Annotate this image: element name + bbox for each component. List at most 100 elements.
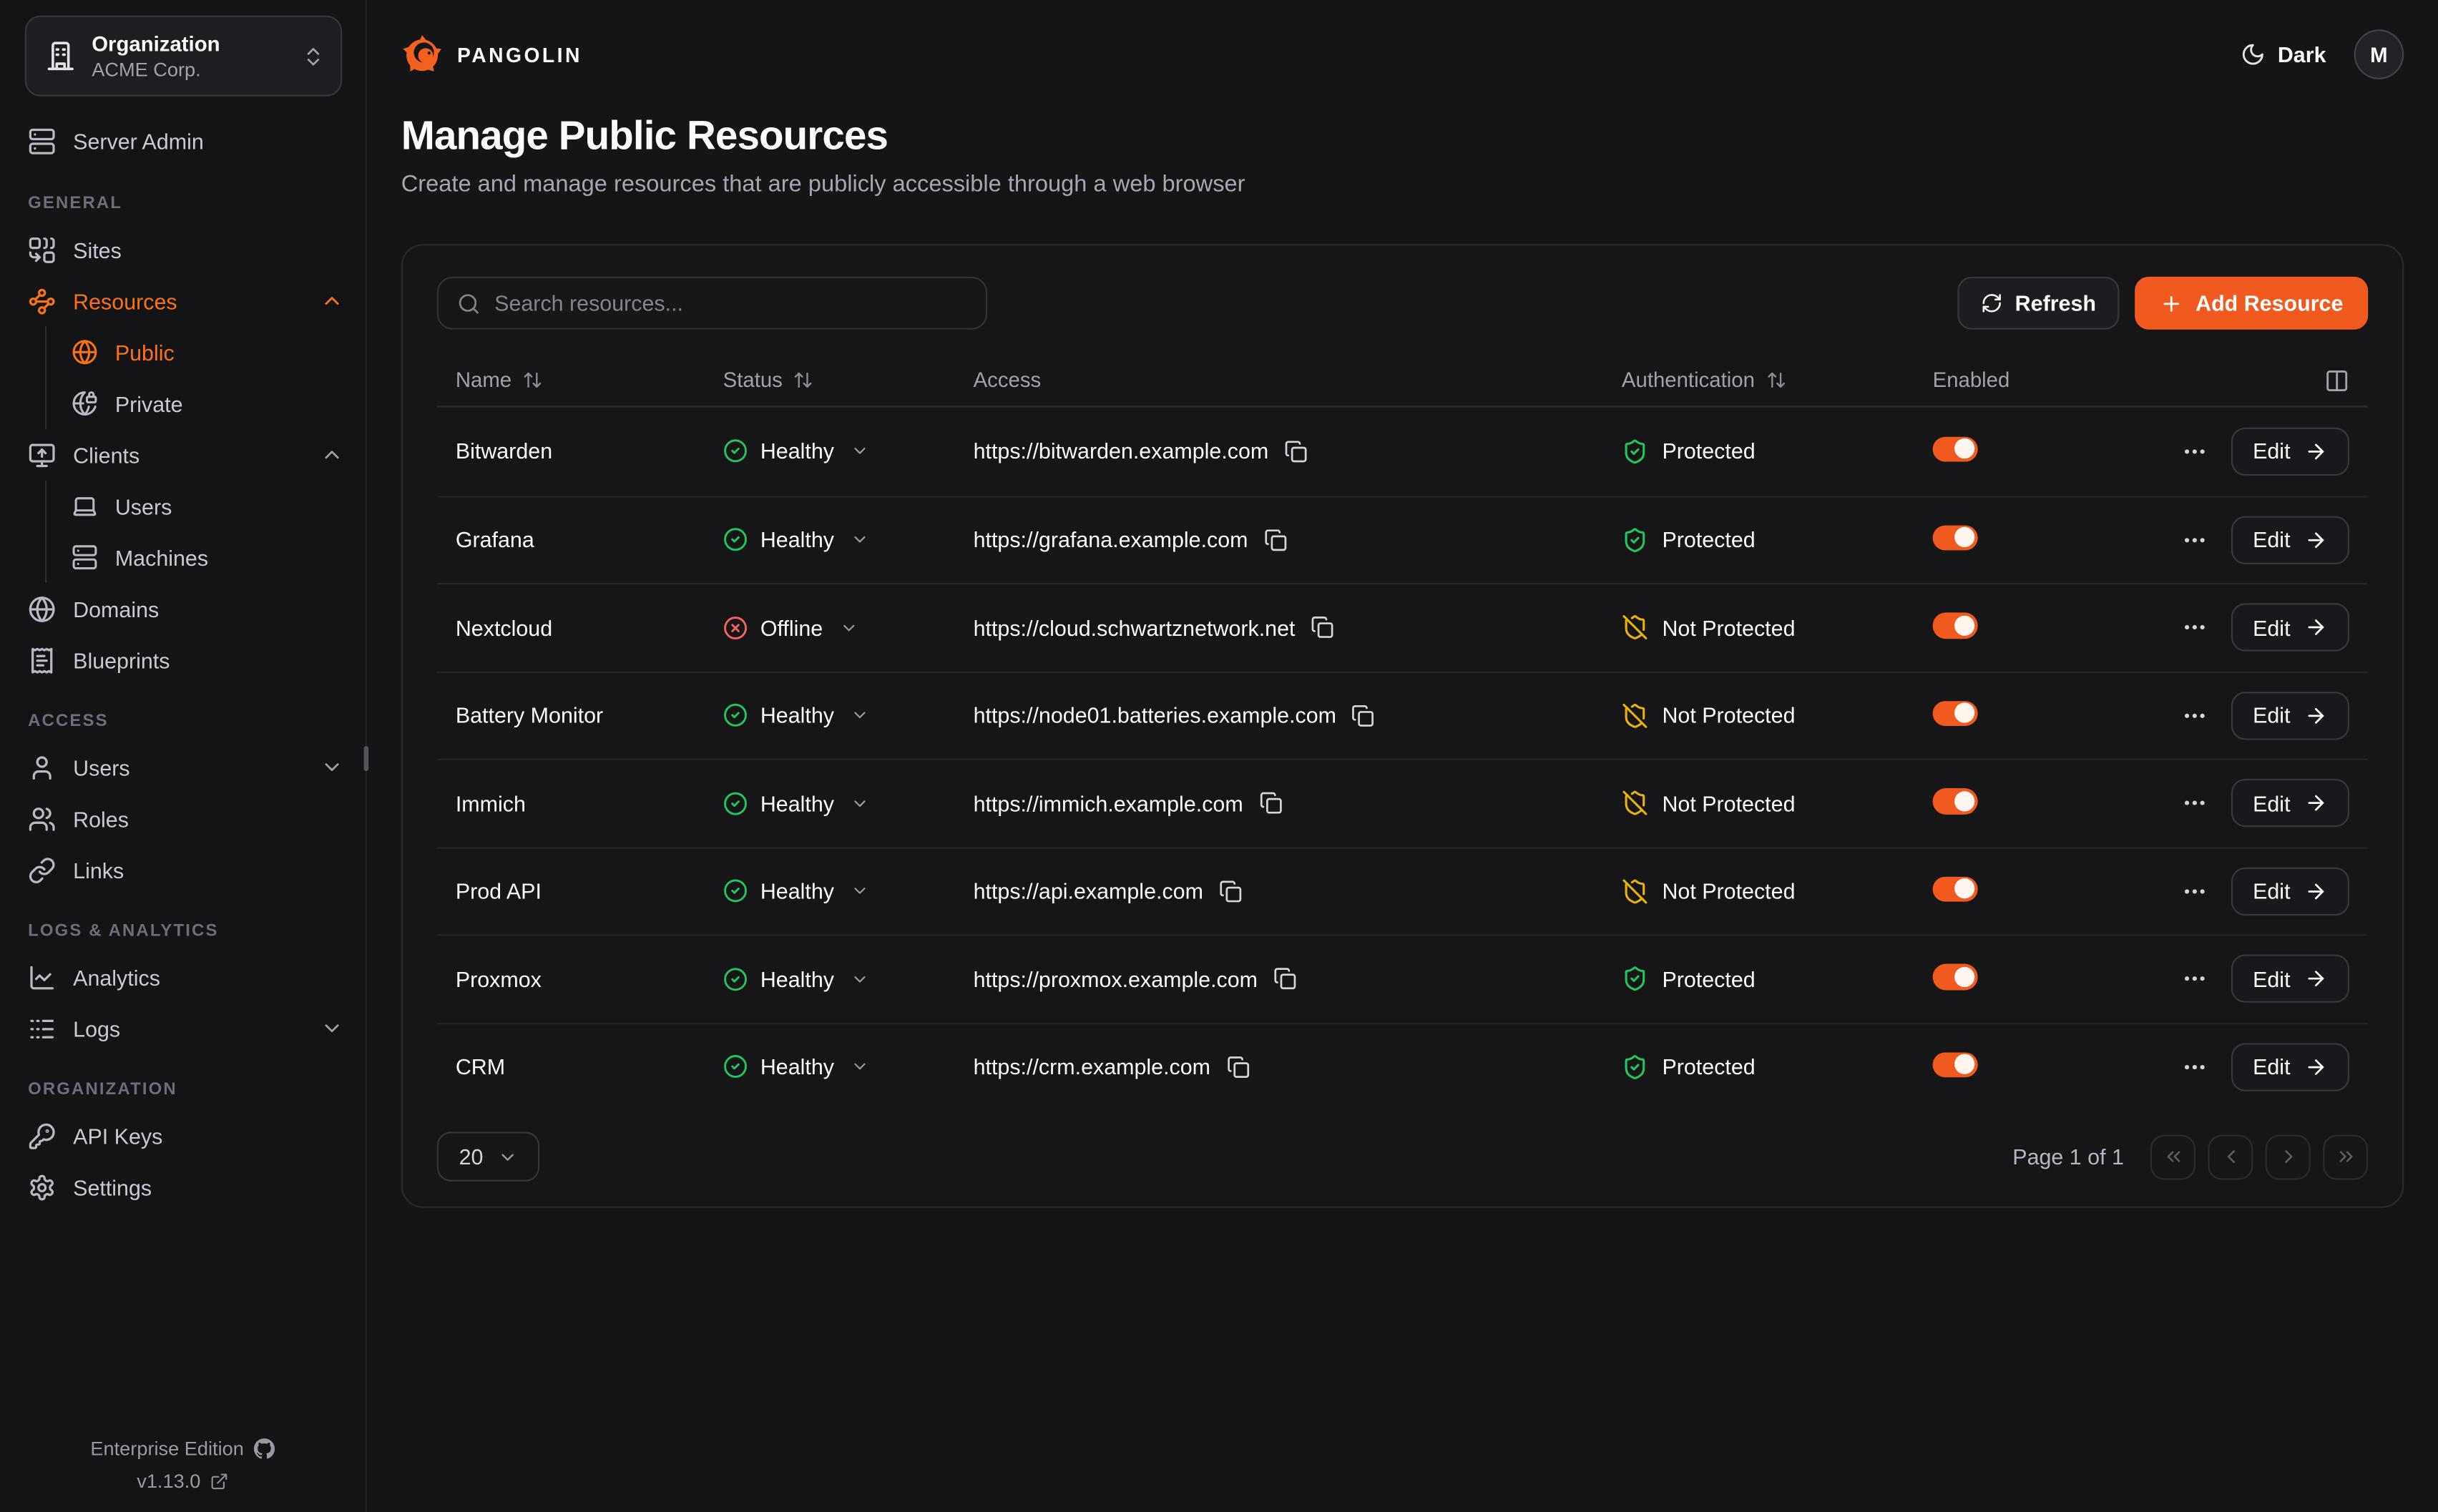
- arrow-right-icon: [2304, 792, 2328, 815]
- waypoints-icon: [28, 287, 56, 315]
- prev-page-button[interactable]: [2208, 1134, 2253, 1179]
- last-page-button[interactable]: [2323, 1134, 2369, 1179]
- copy-url-button[interactable]: [1258, 792, 1282, 815]
- pangolin-logo-icon: [401, 34, 444, 76]
- sidebar-resize-handle[interactable]: [363, 746, 369, 772]
- sort-icon: [1766, 370, 1786, 390]
- row-menu-button[interactable]: [2181, 614, 2208, 641]
- chevron-down-icon[interactable]: [851, 442, 870, 461]
- sidebar-item-clients[interactable]: Clients: [0, 429, 366, 481]
- edit-button[interactable]: Edit: [2231, 955, 2350, 1003]
- shield-off-icon: [1622, 614, 1648, 641]
- edit-button[interactable]: Edit: [2231, 779, 2350, 828]
- sidebar-item-users[interactable]: Users: [45, 480, 366, 532]
- org-selector[interactable]: Organization ACME Corp.: [24, 15, 343, 97]
- page-subtitle: Create and manage resources that are pub…: [401, 171, 1245, 198]
- sidebar-item-machines[interactable]: Machines: [45, 531, 366, 584]
- chevron-right-icon: [2277, 1146, 2299, 1167]
- resource-url: https://api.example.com: [973, 878, 1203, 904]
- row-menu-button[interactable]: [2181, 438, 2208, 464]
- sidebar-item-users[interactable]: Users: [0, 742, 366, 793]
- sidebar-item-links[interactable]: Links: [0, 844, 366, 895]
- resource-name: Proxmox: [455, 966, 542, 992]
- sidebar-item-resources[interactable]: Resources: [0, 275, 366, 327]
- edit-button[interactable]: Edit: [2231, 867, 2350, 915]
- row-menu-button[interactable]: [2181, 790, 2208, 817]
- enabled-toggle[interactable]: [1932, 787, 1978, 814]
- next-page-button[interactable]: [2265, 1134, 2311, 1179]
- sidebar-item-domains[interactable]: Domains: [0, 583, 366, 634]
- sidebar-item-logs[interactable]: Logs: [0, 1003, 366, 1054]
- status-cell: Healthy: [723, 966, 974, 991]
- copy-url-button[interactable]: [1352, 704, 1376, 727]
- theme-toggle-button[interactable]: Dark: [2241, 42, 2326, 67]
- status-cell: Healthy: [723, 438, 974, 463]
- chevron-down-icon[interactable]: [851, 706, 870, 725]
- sidebar-item-api-keys[interactable]: API Keys: [0, 1110, 366, 1162]
- first-page-button[interactable]: [2150, 1134, 2195, 1179]
- copy-url-button[interactable]: [1311, 616, 1334, 639]
- sidebar-item-settings[interactable]: Settings: [0, 1162, 366, 1213]
- access-cell: https://immich.example.com: [974, 791, 1622, 816]
- enabled-toggle[interactable]: [1932, 1051, 1978, 1078]
- access-cell: https://bitwarden.example.com: [974, 438, 1622, 463]
- edit-button[interactable]: Edit: [2231, 603, 2350, 652]
- chevron-down-icon[interactable]: [840, 618, 858, 637]
- sidebar-item-public[interactable]: Public: [45, 326, 366, 378]
- sidebar-item-server-admin[interactable]: Server Admin: [0, 115, 366, 168]
- chevron-down-icon[interactable]: [851, 970, 870, 988]
- authentication-cell: Not Protected: [1622, 702, 1933, 729]
- chevron-down-icon[interactable]: [851, 882, 870, 900]
- search-box: [436, 276, 988, 330]
- row-menu-button[interactable]: [2181, 1054, 2208, 1080]
- section-heading-access: ACCESS: [28, 712, 109, 731]
- version-line[interactable]: v1.13.0: [0, 1464, 366, 1497]
- row-menu-button[interactable]: [2181, 878, 2208, 904]
- column-header-authentication[interactable]: Authentication: [1622, 368, 1933, 392]
- refresh-button[interactable]: Refresh: [1957, 276, 2120, 330]
- enabled-toggle[interactable]: [1932, 963, 1978, 990]
- table-row: Immich Healthy https://immich.example.com N…: [436, 758, 2369, 847]
- copy-url-button[interactable]: [1273, 967, 1297, 991]
- sidebar-item-analytics[interactable]: Analytics: [0, 951, 366, 1003]
- enabled-toggle[interactable]: [1932, 436, 1978, 462]
- avatar[interactable]: M: [2354, 29, 2404, 79]
- enabled-toggle[interactable]: [1932, 524, 1978, 551]
- github-icon: [253, 1437, 275, 1458]
- copy-url-button[interactable]: [1226, 1055, 1250, 1079]
- copy-url-button[interactable]: [1263, 528, 1287, 551]
- chevron-down-icon[interactable]: [851, 794, 870, 813]
- edit-button[interactable]: Edit: [2231, 516, 2350, 564]
- resource-url: https://immich.example.com: [973, 790, 1243, 816]
- column-header-name[interactable]: Name: [456, 368, 723, 392]
- sidebar-item-roles[interactable]: Roles: [0, 792, 366, 844]
- add-resource-button[interactable]: Add Resource: [2135, 276, 2369, 330]
- page-size-select[interactable]: 20: [436, 1131, 540, 1182]
- sidebar-nav: Server Admin GENERAL Sites Resources Public…: [0, 115, 366, 1212]
- chevron-left-icon: [2220, 1146, 2241, 1167]
- copy-url-button[interactable]: [1219, 880, 1243, 903]
- sidebar-item-sites[interactable]: Sites: [0, 224, 366, 275]
- edit-button[interactable]: Edit: [2231, 691, 2350, 740]
- edit-button[interactable]: Edit: [2231, 1042, 2350, 1091]
- chevron-down-icon[interactable]: [851, 531, 870, 549]
- column-header-status[interactable]: Status: [723, 368, 974, 392]
- search-input[interactable]: [494, 290, 967, 316]
- copy-url-button[interactable]: [1284, 440, 1308, 463]
- row-menu-button[interactable]: [2181, 526, 2208, 553]
- edition-line[interactable]: Enterprise Edition: [0, 1432, 366, 1465]
- globe-lock-icon: [70, 391, 98, 417]
- status-cell: Healthy: [723, 791, 974, 816]
- enabled-cell: [1932, 700, 2154, 730]
- enabled-toggle[interactable]: [1932, 875, 1978, 902]
- enabled-toggle[interactable]: [1932, 612, 1978, 639]
- columns-icon[interactable]: [2324, 368, 2349, 393]
- enabled-toggle[interactable]: [1932, 700, 1978, 727]
- sidebar-item-blueprints[interactable]: Blueprints: [0, 634, 366, 686]
- row-menu-button[interactable]: [2181, 966, 2208, 992]
- shield-check-icon: [1622, 1054, 1648, 1080]
- sidebar-item-private[interactable]: Private: [45, 378, 366, 429]
- chevron-down-icon[interactable]: [851, 1058, 870, 1076]
- edit-button[interactable]: Edit: [2231, 427, 2350, 476]
- row-menu-button[interactable]: [2181, 702, 2208, 729]
